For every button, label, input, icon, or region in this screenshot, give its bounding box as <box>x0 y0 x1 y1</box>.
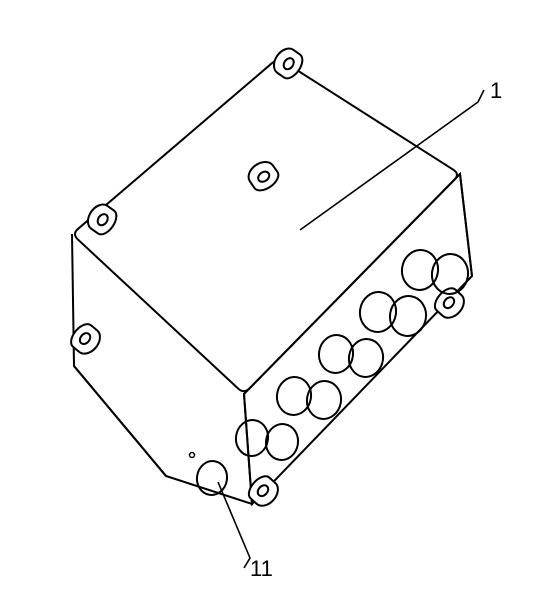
front-small-hole <box>190 453 195 458</box>
front-holes-group <box>190 247 471 497</box>
mounting-lug <box>244 157 282 194</box>
callout-leader-body <box>300 90 484 230</box>
callout-label-body: 1 <box>490 78 502 103</box>
mounting-lug <box>431 284 469 322</box>
callout-leader-hole <box>218 482 250 568</box>
callout-label-hole: 11 <box>250 556 273 581</box>
box-front-face <box>244 174 472 504</box>
enclosure-drawing: 111 <box>0 0 556 589</box>
box-left-face <box>72 234 252 504</box>
box-left-chamfer <box>74 366 166 476</box>
front-hole <box>233 418 270 459</box>
mounting-lug <box>83 200 120 238</box>
mounting-lug <box>269 44 306 82</box>
front-hole <box>263 422 300 463</box>
box-right-edge <box>460 174 472 276</box>
box-top-face <box>75 60 457 391</box>
